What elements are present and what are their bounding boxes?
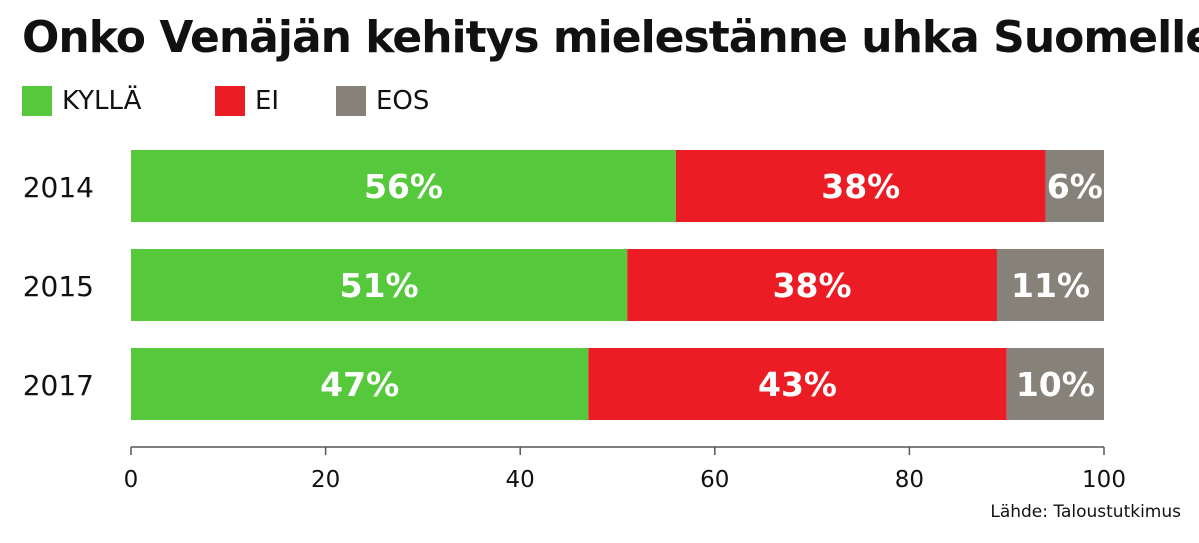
legend-label-kylla: KYLLÄ [62, 86, 142, 116]
x-tick-label-100: 100 [1082, 467, 1126, 493]
legend-swatch-kylla [22, 86, 52, 116]
bar-kylla-2015 [131, 249, 628, 321]
bar-ei-2014 [675, 150, 1046, 222]
bar-eos-2015 [996, 249, 1104, 321]
legend-item-eos: EOS [336, 86, 429, 116]
category-label-2017: 2017 [23, 369, 94, 402]
bar-eos-2017 [1006, 348, 1104, 420]
bar-ei-2017 [588, 348, 1007, 420]
category-label-2014: 2014 [23, 171, 94, 204]
chart-title: Onko Venäjän kehitys mielestänne uhka Su… [22, 12, 1199, 63]
data-label-eos-2015: 11% [1011, 266, 1090, 305]
data-label-eos-2014: 6% [1047, 167, 1103, 206]
bar-eos-2014 [1045, 150, 1104, 222]
data-label-kylla-2017: 47% [320, 365, 399, 404]
data-label-kylla-2015: 51% [340, 266, 419, 305]
data-label-ei-2015: 38% [773, 266, 852, 305]
x-tick-label-40: 40 [506, 467, 535, 493]
data-label-eos-2017: 10% [1016, 365, 1095, 404]
source-note: Lähde: Taloustutkimus [990, 502, 1181, 522]
data-label-kylla-2014: 56% [364, 167, 443, 206]
data-label-ei-2014: 38% [821, 167, 900, 206]
category-label-2015: 2015 [23, 270, 94, 303]
legend-item-ei: EI [215, 86, 279, 116]
legend-item-kylla: KYLLÄ [22, 86, 141, 116]
legend-swatch-ei [215, 86, 245, 116]
legend-swatch-eos [336, 86, 366, 116]
bar-ei-2015 [627, 249, 997, 321]
bar-kylla-2017 [131, 348, 589, 420]
x-tick-label-0: 0 [124, 467, 139, 493]
x-tick-label-80: 80 [895, 467, 924, 493]
x-tick-label-20: 20 [311, 467, 340, 493]
x-tick-label-60: 60 [700, 467, 729, 493]
data-label-ei-2017: 43% [758, 365, 837, 404]
legend-label-ei: EI [255, 86, 280, 116]
bar-kylla-2014 [131, 150, 676, 222]
legend-label-eos: EOS [376, 86, 430, 116]
